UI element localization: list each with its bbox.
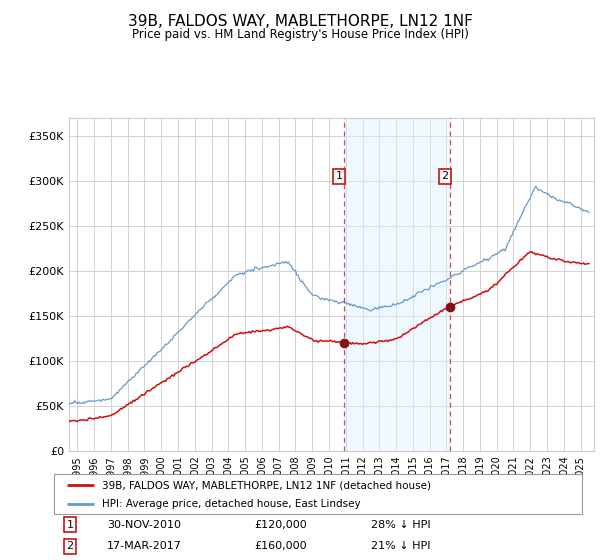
Text: 21% ↓ HPI: 21% ↓ HPI xyxy=(371,541,430,551)
Text: £120,000: £120,000 xyxy=(254,520,307,530)
Text: 17-MAR-2017: 17-MAR-2017 xyxy=(107,541,182,551)
Text: 30-NOV-2010: 30-NOV-2010 xyxy=(107,520,181,530)
Text: 2: 2 xyxy=(66,541,73,551)
Text: 1: 1 xyxy=(336,171,343,181)
Text: 28% ↓ HPI: 28% ↓ HPI xyxy=(371,520,430,530)
Bar xyxy=(344,118,450,451)
Text: 39B, FALDOS WAY, MABLETHORPE, LN12 1NF: 39B, FALDOS WAY, MABLETHORPE, LN12 1NF xyxy=(128,14,472,29)
Text: 2: 2 xyxy=(441,171,448,181)
Text: 1: 1 xyxy=(67,520,73,530)
Text: Price paid vs. HM Land Registry's House Price Index (HPI): Price paid vs. HM Land Registry's House … xyxy=(131,28,469,41)
Text: £160,000: £160,000 xyxy=(254,541,307,551)
FancyBboxPatch shape xyxy=(54,474,582,514)
Text: 39B, FALDOS WAY, MABLETHORPE, LN12 1NF (detached house): 39B, FALDOS WAY, MABLETHORPE, LN12 1NF (… xyxy=(101,480,431,490)
Text: HPI: Average price, detached house, East Lindsey: HPI: Average price, detached house, East… xyxy=(101,499,360,509)
